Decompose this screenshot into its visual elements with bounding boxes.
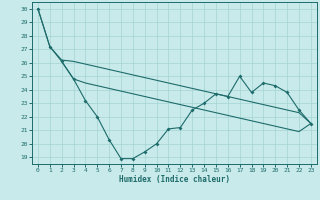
X-axis label: Humidex (Indice chaleur): Humidex (Indice chaleur) <box>119 175 230 184</box>
